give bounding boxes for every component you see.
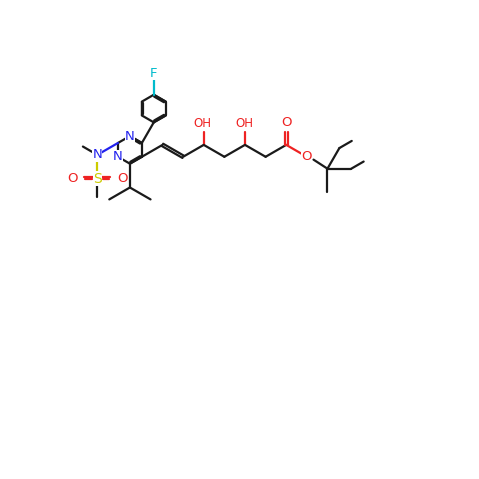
Text: S: S <box>93 171 102 186</box>
Text: F: F <box>150 67 158 80</box>
Text: OH: OH <box>194 117 212 130</box>
Text: O: O <box>117 172 127 185</box>
Text: OH: OH <box>235 117 253 130</box>
Text: O: O <box>67 172 78 185</box>
Text: N: N <box>92 148 102 161</box>
Text: N: N <box>113 150 123 163</box>
Text: N: N <box>125 129 135 143</box>
Text: O: O <box>302 150 312 163</box>
Text: O: O <box>281 116 292 129</box>
